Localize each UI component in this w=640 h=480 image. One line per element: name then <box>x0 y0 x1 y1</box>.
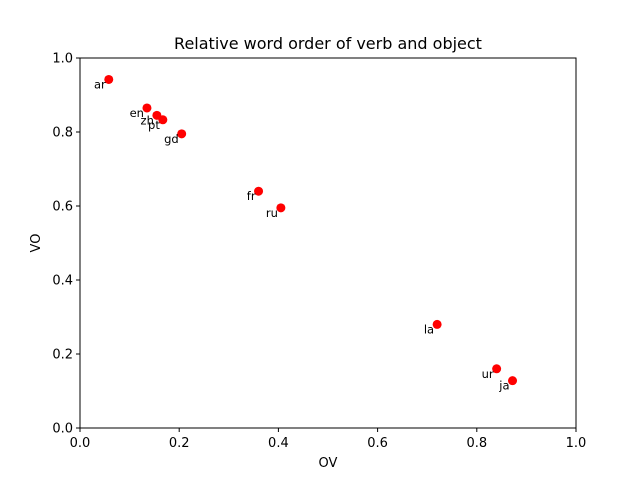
data-point-la <box>432 319 442 329</box>
data-point-en <box>142 103 152 113</box>
y-tick-label: 0.0 <box>52 422 73 437</box>
x-tick-label: 0.2 <box>169 436 190 451</box>
point-label-zh: zh <box>141 113 154 127</box>
point-label-ru: ru <box>266 206 278 220</box>
point-label-ja: ja <box>498 379 509 393</box>
x-axis: 0.0 0.2 0.4 0.6 0.8 1.0 <box>70 428 587 451</box>
y-tick-label: 0.8 <box>52 126 73 141</box>
x-tick-label: 0.0 <box>70 436 91 451</box>
y-tick-label: 0.6 <box>52 200 73 215</box>
point-label-ur: ur <box>482 367 494 381</box>
y-axis: 0.0 0.2 0.4 0.6 0.8 1.0 <box>52 52 80 437</box>
data-point-pt <box>158 115 168 125</box>
y-tick-label: 1.0 <box>52 52 73 67</box>
y-tick-label: 0.2 <box>52 348 73 363</box>
point-label-gd: gd <box>164 132 179 146</box>
data-point-ja <box>508 376 518 386</box>
y-axis-label: VO <box>29 234 44 253</box>
x-tick-label: 1.0 <box>566 436 587 451</box>
x-tick-label: 0.4 <box>268 436 289 451</box>
point-label-fr: fr <box>247 189 256 203</box>
point-label-pt: pt <box>148 118 160 132</box>
y-tick-label: 0.4 <box>52 274 73 289</box>
point-label-en: en <box>130 106 144 120</box>
data-point-fr <box>254 186 264 196</box>
data-point-gd <box>177 129 187 139</box>
point-label-ar: ar <box>94 77 106 91</box>
data-point-ur <box>492 364 502 374</box>
x-axis-label: OV <box>319 456 338 471</box>
data-point-ar <box>104 74 114 84</box>
x-tick-label: 0.6 <box>367 436 388 451</box>
chart-title: Relative word order of verb and object <box>174 34 482 53</box>
point-label-la: la <box>424 322 434 336</box>
data-point-ru <box>276 203 286 213</box>
x-tick-label: 0.8 <box>466 436 487 451</box>
